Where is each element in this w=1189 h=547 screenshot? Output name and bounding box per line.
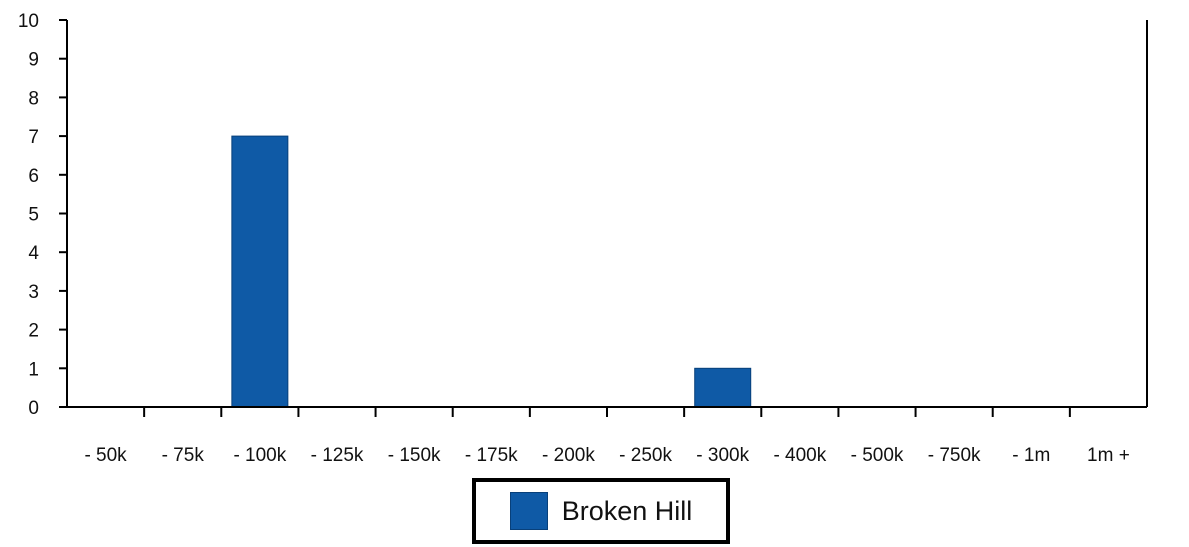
- bar-300k: [694, 367, 752, 408]
- x-tick-label: - 175k: [465, 445, 518, 466]
- y-tick-label: 4: [28, 243, 39, 264]
- x-tick-label: - 50k: [84, 445, 127, 466]
- x-tick-label: - 500k: [851, 445, 904, 466]
- x-tick-label: - 75k: [162, 445, 205, 466]
- y-tick-label: 2: [28, 321, 39, 342]
- y-tick-label: 7: [28, 127, 39, 148]
- x-tick-label: - 150k: [388, 445, 441, 466]
- y-tick-label: 3: [28, 282, 39, 303]
- legend-label: Broken Hill: [561, 495, 693, 526]
- y-tick-label: 5: [28, 205, 39, 226]
- y-tick-label: 10: [18, 11, 39, 32]
- x-tick-label: - 200k: [542, 445, 595, 466]
- y-tick-label: 0: [28, 398, 39, 419]
- bars: [231, 135, 752, 408]
- legend-swatch: [509, 492, 548, 530]
- x-tick-label: - 400k: [773, 445, 826, 466]
- x-tick-label: - 750k: [928, 445, 981, 466]
- x-tick-label: - 250k: [619, 445, 672, 466]
- x-tick-label: 1m +: [1087, 445, 1130, 466]
- y-tick-label: 1: [28, 359, 39, 380]
- legend: Broken Hill: [472, 478, 730, 544]
- y-tick-label: 6: [28, 166, 39, 187]
- y-axis-ticks: 0 1 2 3 4 5 6 7 8 9 10: [18, 11, 67, 419]
- y-tick-label: 9: [28, 50, 39, 71]
- x-tick-label: - 300k: [696, 445, 749, 466]
- x-tick-label: - 1m: [1012, 445, 1050, 466]
- bar-100k: [231, 135, 289, 408]
- x-tick-label: - 100k: [233, 445, 286, 466]
- x-tick-label: - 125k: [311, 445, 364, 466]
- y-tick-label: 8: [28, 88, 39, 109]
- x-axis-ticks: - 50k - 75k - 100k - 125k - 150k - 175k - 200k…: [84, 407, 1130, 466]
